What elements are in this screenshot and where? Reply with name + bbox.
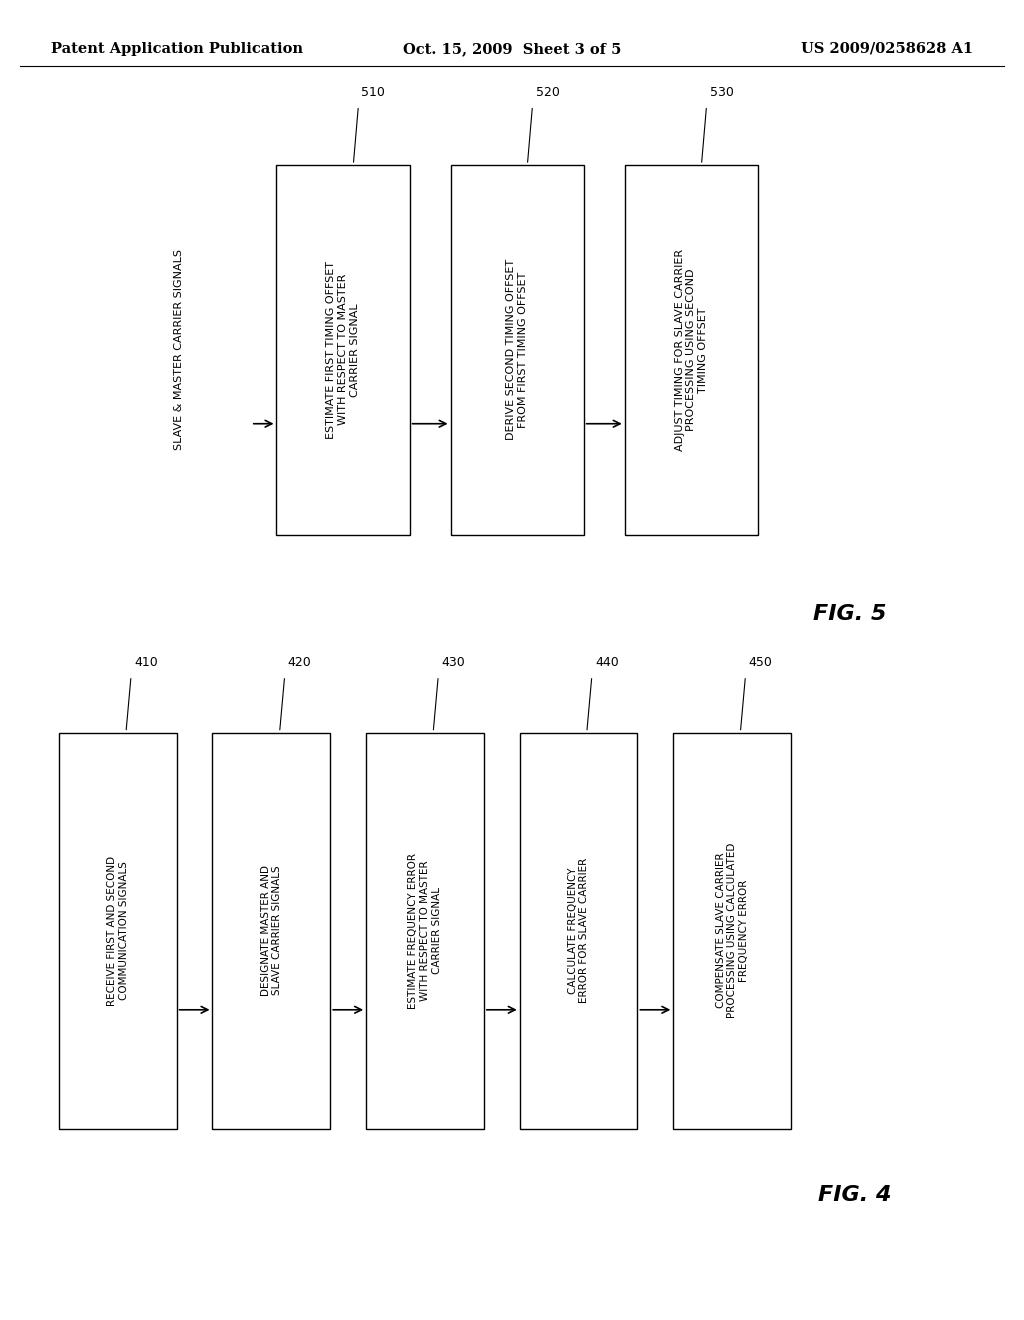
Bar bbox=[625, 165, 758, 535]
Bar bbox=[674, 733, 791, 1129]
Text: 420: 420 bbox=[288, 656, 311, 669]
Text: ESTIMATE FREQUENCY ERROR
WITH RESPECT TO MASTER
CARRIER SIGNAL: ESTIMATE FREQUENCY ERROR WITH RESPECT TO… bbox=[409, 853, 441, 1008]
Text: SLAVE & MASTER CARRIER SIGNALS: SLAVE & MASTER CARRIER SIGNALS bbox=[174, 249, 184, 450]
Text: 510: 510 bbox=[361, 86, 385, 99]
Text: Patent Application Publication: Patent Application Publication bbox=[51, 42, 303, 55]
Text: DERIVE SECOND TIMING OFFSET
FROM FIRST TIMING OFFSET: DERIVE SECOND TIMING OFFSET FROM FIRST T… bbox=[506, 259, 528, 441]
Text: ESTIMATE FIRST TIMING OFFSET
WITH RESPECT TO MASTER
CARRIER SIGNAL: ESTIMATE FIRST TIMING OFFSET WITH RESPEC… bbox=[327, 261, 359, 438]
Bar bbox=[451, 165, 584, 535]
Text: COMPENSATE SLAVE CARRIER
PROCESSING USING CALCULATED
FREQUENCY ERROR: COMPENSATE SLAVE CARRIER PROCESSING USIN… bbox=[716, 843, 749, 1018]
Text: 530: 530 bbox=[710, 86, 733, 99]
Text: ADJUST TIMING FOR SLAVE CARRIER
PROCESSING USING SECOND
TIMING OFFSET: ADJUST TIMING FOR SLAVE CARRIER PROCESSI… bbox=[675, 248, 708, 451]
Text: 440: 440 bbox=[595, 656, 618, 669]
Bar bbox=[276, 165, 410, 535]
Bar bbox=[59, 733, 177, 1129]
Text: 520: 520 bbox=[536, 86, 559, 99]
Text: 410: 410 bbox=[134, 656, 158, 669]
Text: CALCULATE FREQUENCY
ERROR FOR SLAVE CARRIER: CALCULATE FREQUENCY ERROR FOR SLAVE CARR… bbox=[567, 858, 590, 1003]
Bar bbox=[367, 733, 483, 1129]
Text: DESIGNATE MASTER AND
SLAVE CARRIER SIGNALS: DESIGNATE MASTER AND SLAVE CARRIER SIGNA… bbox=[260, 865, 283, 997]
Text: FIG. 5: FIG. 5 bbox=[813, 603, 887, 624]
Text: 450: 450 bbox=[749, 656, 772, 669]
Text: FIG. 4: FIG. 4 bbox=[818, 1184, 892, 1205]
Text: US 2009/0258628 A1: US 2009/0258628 A1 bbox=[801, 42, 973, 55]
Bar bbox=[519, 733, 637, 1129]
Text: Oct. 15, 2009  Sheet 3 of 5: Oct. 15, 2009 Sheet 3 of 5 bbox=[402, 42, 622, 55]
Text: 430: 430 bbox=[441, 656, 465, 669]
Bar bbox=[213, 733, 330, 1129]
Text: RECEIVE FIRST AND SECOND
COMMUNICATION SIGNALS: RECEIVE FIRST AND SECOND COMMUNICATION S… bbox=[106, 855, 129, 1006]
